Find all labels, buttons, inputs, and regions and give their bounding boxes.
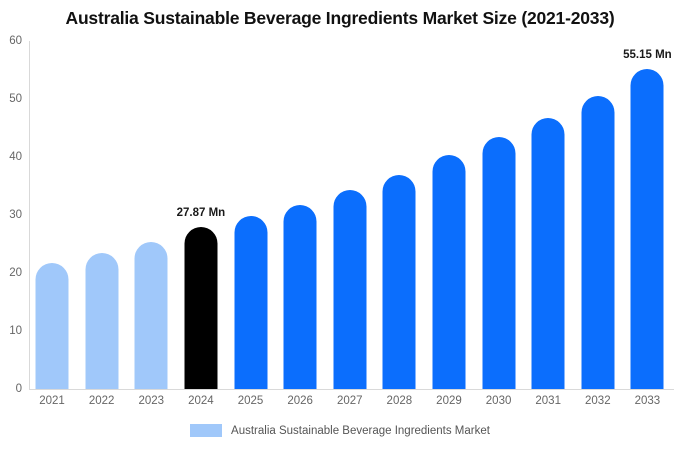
bar-slot xyxy=(277,41,323,389)
bar-2023[interactable] xyxy=(134,242,168,389)
y-tick-label: 30 xyxy=(9,209,22,221)
x-tick-label-2026: 2026 xyxy=(287,395,313,407)
bar-slot: 55.15 Mn xyxy=(623,41,672,389)
bar-2028[interactable] xyxy=(382,174,416,389)
bar-slot xyxy=(128,41,174,389)
bar-slot xyxy=(227,41,273,389)
bar-slot: 27.87 Mn xyxy=(176,41,226,389)
bar-value-label-2033: 55.15 Mn xyxy=(623,49,672,62)
bars-layer: 27.87 Mn 55.15 Mn xyxy=(29,41,674,389)
bar-slot xyxy=(376,41,422,389)
bar-2032[interactable] xyxy=(581,95,615,389)
chart-legend: Australia Sustainable Beverage Ingredien… xyxy=(0,424,680,437)
y-tick-label: 40 xyxy=(9,151,22,163)
plot-area: 0 10 20 30 40 50 60 27.87 Mn 55.15 Mn 2021 2022 2… xyxy=(9,35,674,407)
legend-swatch-market xyxy=(190,424,223,437)
legend-label-market: Australia Sustainable Beverage Ingredien… xyxy=(231,424,490,437)
x-tick-label-2032: 2032 xyxy=(585,395,611,407)
y-tick-label: 0 xyxy=(15,383,22,395)
bar-2029[interactable] xyxy=(432,155,466,389)
x-tick-label-2031: 2031 xyxy=(535,395,561,407)
x-axis-line xyxy=(29,389,674,390)
bar-2021[interactable] xyxy=(35,262,69,389)
bar-slot xyxy=(476,41,522,389)
x-tick-label-2024: 2024 xyxy=(188,395,214,407)
bar-2026[interactable] xyxy=(283,205,317,389)
bar-2027[interactable] xyxy=(333,190,367,389)
x-tick-label-2025: 2025 xyxy=(237,395,264,407)
bar-2030[interactable] xyxy=(482,137,516,389)
y-tick-label: 60 xyxy=(9,35,22,47)
bar-2033[interactable] xyxy=(630,69,664,389)
x-tick-label-2022: 2022 xyxy=(88,395,115,407)
x-tick-label-2028: 2028 xyxy=(386,395,413,407)
x-tick-label-2027: 2027 xyxy=(336,395,363,407)
bar-slot xyxy=(29,41,75,389)
bar-slot xyxy=(327,41,373,389)
x-tick-label-2021: 2021 xyxy=(39,395,65,407)
x-tick-label-2023: 2023 xyxy=(138,395,165,407)
bar-slot xyxy=(426,41,472,389)
x-tick-label-2033: 2033 xyxy=(634,395,661,407)
x-tick-label-2029: 2029 xyxy=(436,395,462,407)
bar-value-label-2024: 27.87 Mn xyxy=(176,207,226,220)
bar-slot xyxy=(79,41,125,389)
bar-2024[interactable] xyxy=(184,227,218,389)
chart-title: Australia Sustainable Beverage Ingredien… xyxy=(65,8,615,28)
x-tick-label-2030: 2030 xyxy=(485,395,512,407)
bar-2022[interactable] xyxy=(85,252,119,389)
bar-2031[interactable] xyxy=(531,117,565,389)
bar-slot xyxy=(525,41,571,389)
bar-slot xyxy=(575,41,621,389)
y-tick-label: 20 xyxy=(9,267,22,279)
y-axis-line xyxy=(29,41,30,389)
y-tick-label: 10 xyxy=(9,325,22,337)
y-tick-label: 50 xyxy=(9,93,22,105)
bar-2025[interactable] xyxy=(234,216,267,389)
